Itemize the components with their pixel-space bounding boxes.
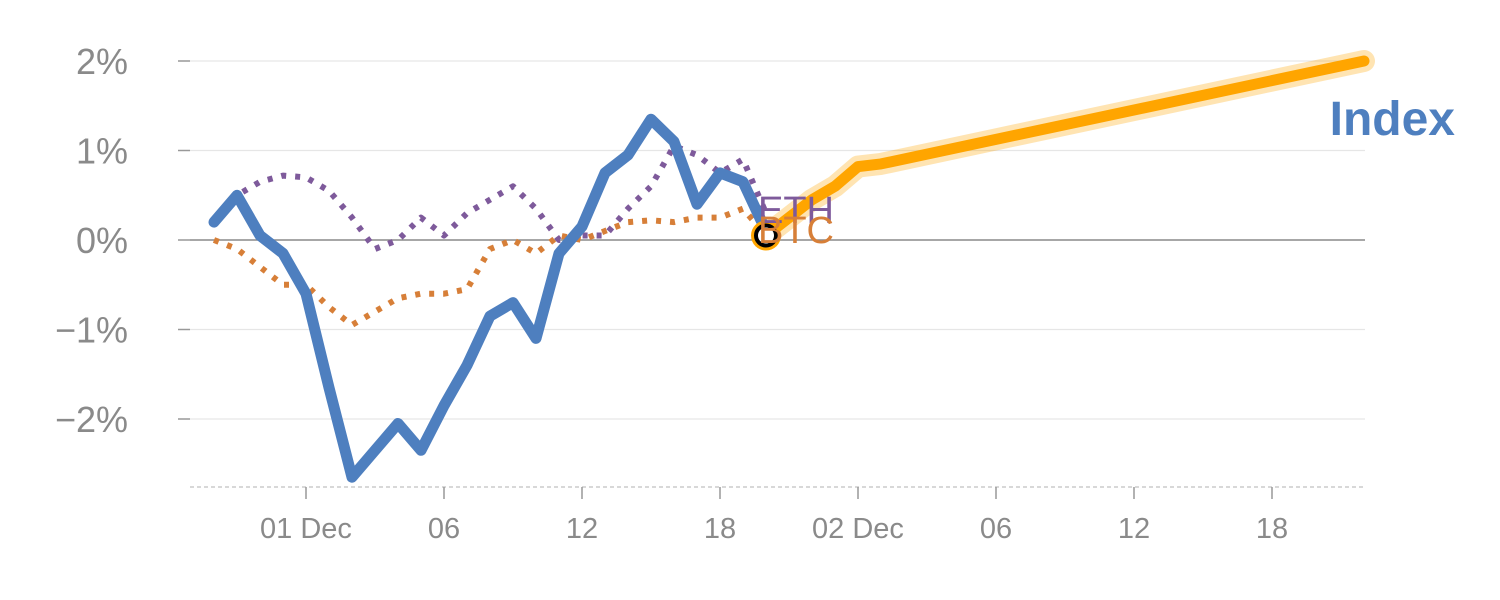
y-tick-label: 2% [76,41,128,82]
series-line-index [208,113,772,483]
x-tick-label: 18 [1256,513,1288,545]
label-btc: BTC [758,210,834,252]
x-tick-label: 01 Dec [260,513,352,545]
y-tick-label: 1% [76,131,128,172]
label-index: Index [1330,93,1456,146]
projection-line [760,55,1370,241]
y-tick-label: −1% [55,310,128,351]
series-line-eth [211,143,769,252]
x-tick-label: 12 [1118,513,1150,545]
x-tick-label: 06 [980,513,1012,545]
x-tick-label: 12 [566,513,598,545]
series-lines [208,113,772,483]
y-tick-label: 0% [76,220,128,261]
projection-halo [755,50,1375,247]
series-line-btc [212,205,769,328]
projection-line [751,50,1375,251]
axes: 2% 1% 0% −1% −2% 01 Dec 06 12 18 02 Dec 06 12 18 [55,41,1365,545]
y-tick-label: −2% [55,399,128,440]
x-tick-label: 02 Dec [812,513,904,545]
x-tick-label: 06 [428,513,460,545]
label-eth: ETH [758,190,834,232]
x-tick-label: 18 [704,513,736,545]
current-point-marker [754,223,778,248]
